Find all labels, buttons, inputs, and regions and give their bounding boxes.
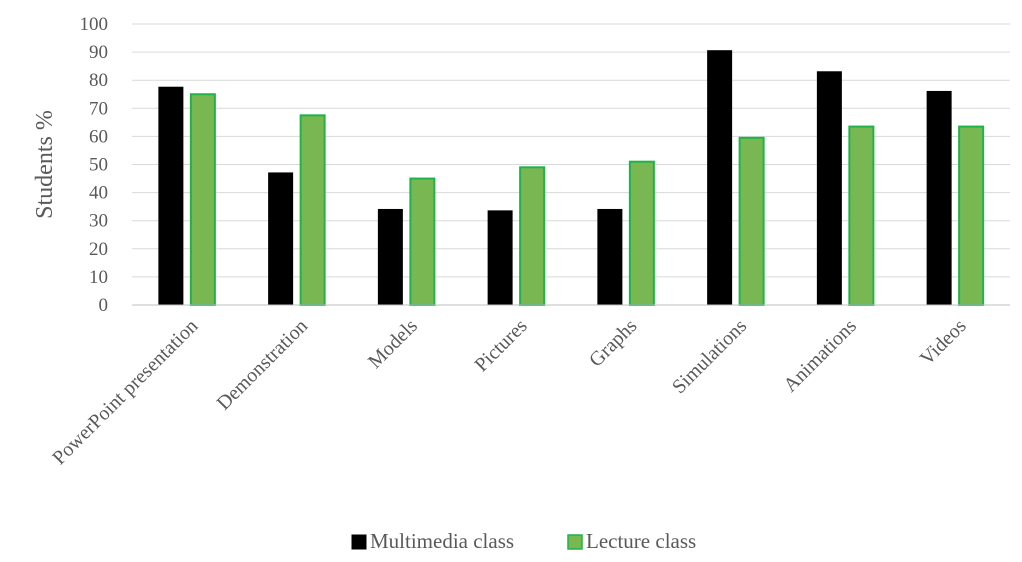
bar-lecture — [519, 166, 546, 306]
legend: Multimedia class Lecture class — [351, 529, 696, 553]
bar-lecture — [738, 136, 765, 306]
x-tick-label: Videos — [916, 315, 971, 370]
y-axis-ticks: 0 10 20 30 40 50 60 70 80 90 100 — [80, 14, 109, 316]
bar-multimedia — [597, 208, 623, 306]
x-axis-labels: PowerPoint presentation Demonstration Mode… — [48, 315, 971, 469]
bar-lecture — [628, 160, 655, 306]
y-tick-label: 30 — [89, 211, 108, 232]
legend-label-multimedia: Multimedia class — [370, 529, 514, 553]
bar-multimedia — [487, 210, 513, 306]
legend-swatch-lecture — [567, 534, 583, 550]
y-tick-label: 0 — [99, 295, 109, 316]
y-tick-label: 80 — [89, 70, 108, 91]
y-tick-label: 70 — [89, 98, 108, 119]
y-tick-label: 50 — [89, 155, 108, 176]
gridlines — [132, 23, 1010, 278]
x-tick-label: Pictures — [471, 315, 532, 376]
x-tick-label: Demonstration — [213, 315, 313, 415]
y-tick-label: 40 — [89, 183, 108, 204]
legend-swatch-multimedia — [351, 534, 367, 550]
x-tick-label: Graphs — [585, 315, 642, 372]
bar-lecture — [958, 125, 985, 306]
x-tick-label: Simulations — [668, 315, 751, 398]
y-tick-label: 60 — [89, 126, 108, 147]
bar-lecture — [848, 125, 875, 306]
bar-multimedia — [816, 71, 842, 306]
legend-label-lecture: Lecture class — [586, 529, 696, 553]
y-axis-title: Students % — [32, 110, 58, 219]
x-tick-label: Models — [364, 315, 422, 373]
y-tick-label: 10 — [89, 267, 108, 288]
bar-lecture — [189, 93, 216, 306]
bar-lecture — [299, 114, 326, 306]
bars — [158, 50, 985, 306]
bar-multimedia — [158, 86, 184, 306]
bar-lecture — [409, 177, 436, 306]
bar-multimedia — [707, 50, 733, 306]
y-tick-label: 100 — [80, 14, 109, 35]
x-tick-label: PowerPoint presentation — [48, 315, 202, 469]
bar-multimedia — [926, 90, 952, 306]
bar-multimedia — [377, 208, 403, 306]
y-tick-label: 90 — [89, 42, 108, 63]
x-tick-label: Animations — [779, 315, 861, 397]
bar-multimedia — [268, 172, 294, 306]
y-tick-label: 20 — [89, 239, 108, 260]
